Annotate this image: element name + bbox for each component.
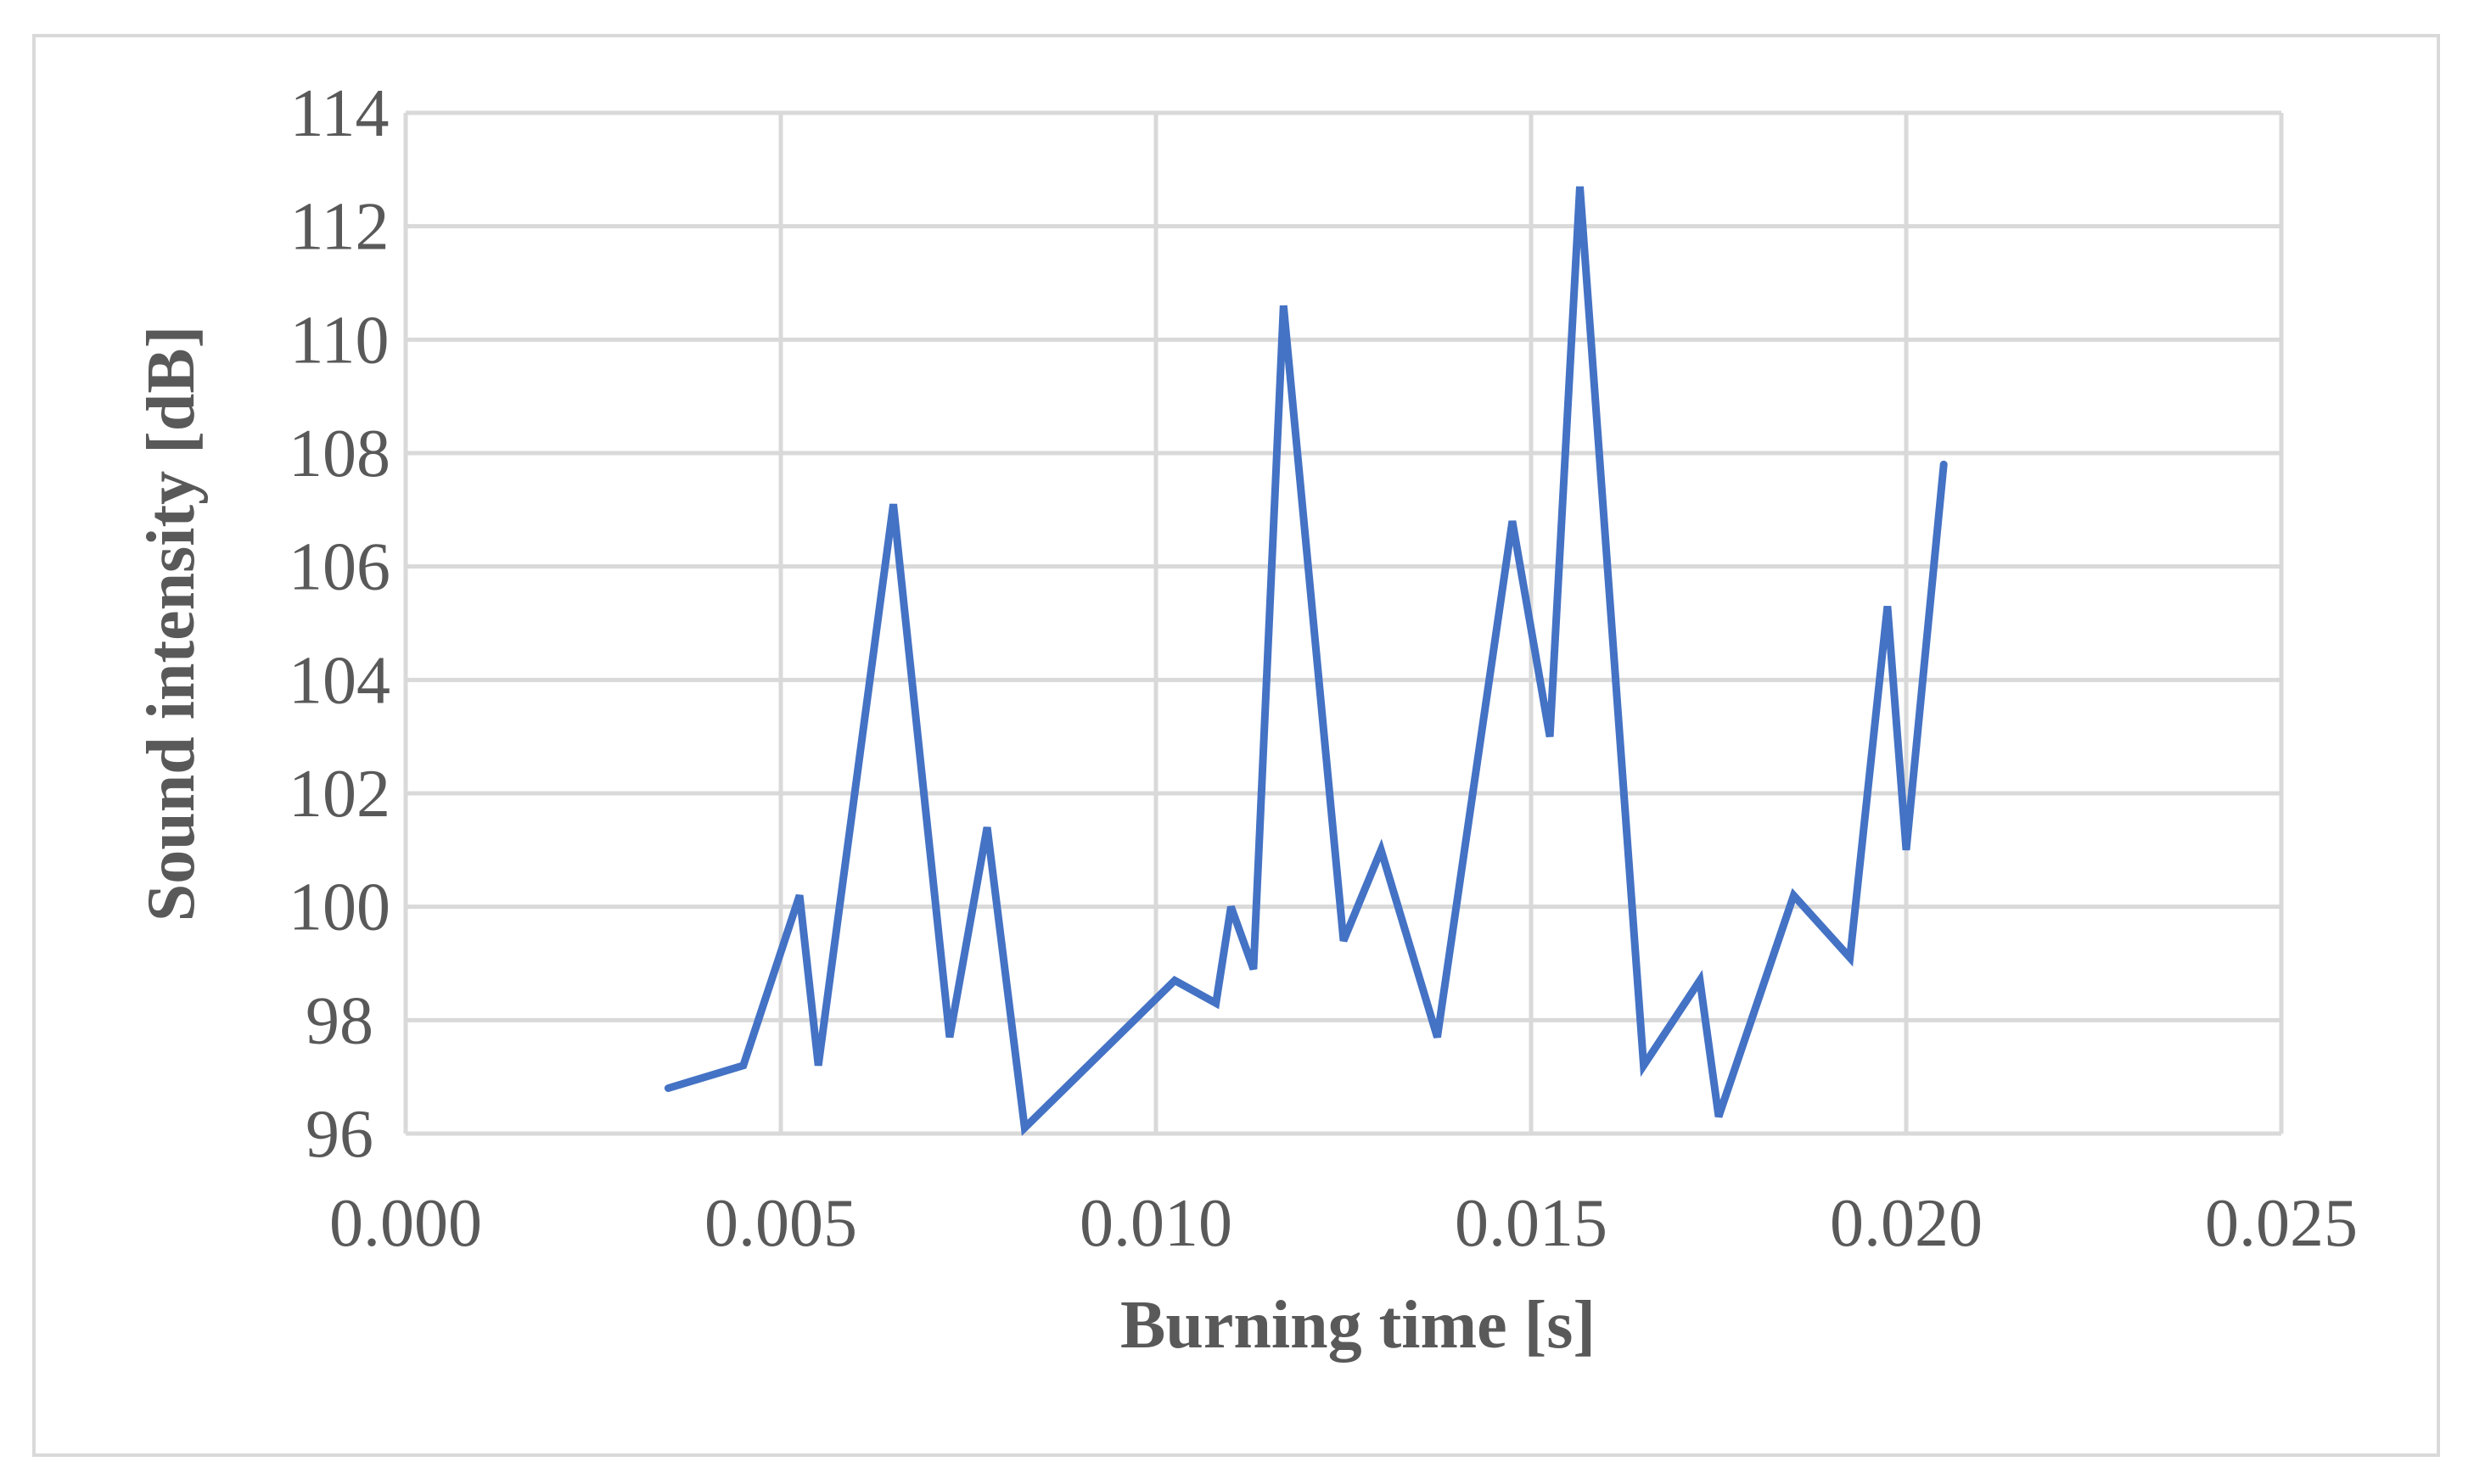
series-layer	[664, 186, 1948, 1136]
y-tick-label-96: 96	[306, 1097, 373, 1172]
gridlines	[403, 110, 2284, 1136]
y-tick-label-106: 106	[289, 530, 390, 605]
x-tick-label-0.010: 0.010	[1080, 1186, 1232, 1261]
y-tick-label-110: 110	[289, 303, 389, 378]
x-tick-label-0.005: 0.005	[704, 1186, 857, 1261]
y-tick-label-112: 112	[289, 190, 389, 265]
y-tick-label-98: 98	[306, 983, 373, 1058]
x-tick-label-0.015: 0.015	[1455, 1186, 1607, 1261]
x-tick-label-0.020: 0.020	[1830, 1186, 1983, 1261]
y-axis-title: Sound intensity [dB]	[134, 326, 209, 921]
y-tick-label-104: 104	[289, 643, 390, 718]
y-tick-label-114: 114	[289, 76, 389, 151]
y-tick-label-100: 100	[289, 871, 390, 945]
series-line-0	[664, 186, 1948, 1136]
x-axis-title: Burning time [s]	[1120, 1288, 1596, 1363]
y-tick-label-108: 108	[289, 417, 390, 491]
x-tick-label-0.025: 0.025	[2205, 1186, 2358, 1261]
chart-frame	[32, 34, 2440, 1457]
x-tick-label-0.000: 0.000	[329, 1186, 482, 1261]
tick-labels: 96 98 100 102 104 106 108 110 112 114 0.000 0.005 0.…	[289, 76, 2358, 1261]
y-tick-label-102: 102	[289, 757, 390, 832]
